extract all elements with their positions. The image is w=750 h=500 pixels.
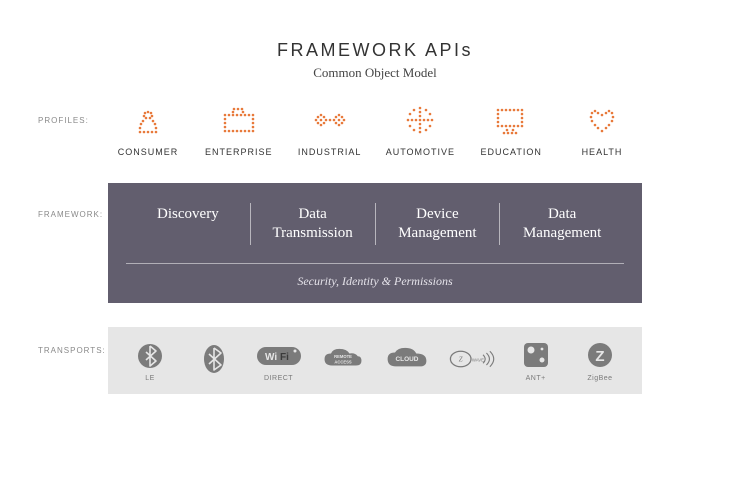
profile-label: INDUSTRIAL (298, 147, 362, 157)
framework-col-data-transmission: DataTransmission (250, 203, 375, 245)
svg-text:Z: Z (595, 348, 604, 365)
profile-label: CONSUMER (118, 147, 179, 157)
profile-consumer: CONSUMER (108, 103, 188, 157)
transport-label: ZigBee (587, 375, 612, 382)
remote-cloud-icon: REMOTEACCESS (319, 344, 367, 374)
framework-box: Discovery DataTransmission DeviceManagem… (108, 183, 642, 303)
framework-col-device-management: DeviceManagement (375, 203, 500, 245)
framework-col-data-management: DataManagement (499, 203, 624, 245)
svg-text:REMOTE: REMOTE (334, 354, 352, 359)
svg-text:Fi: Fi (280, 352, 289, 363)
header-block: FRAMEWORK APIs Common Object Model (38, 40, 712, 81)
transport-wifi-direct: WiFi DIRECT (249, 341, 309, 382)
bluetooth-le-icon (126, 341, 174, 371)
transport-bluetooth-le: LE (120, 341, 180, 382)
framework-col-discovery: Discovery (126, 203, 250, 245)
page-subtitle: Common Object Model (38, 65, 712, 81)
steering-icon (400, 103, 440, 137)
transport-label: ANT+ (526, 375, 546, 382)
monitor-icon (491, 103, 531, 137)
profile-label: HEALTH (582, 147, 623, 157)
fw-col-label: DeviceManagement (398, 206, 476, 241)
transport-antplus: ANT+ (506, 341, 566, 382)
profile-health: HEALTH (562, 103, 642, 157)
briefcase-icon (219, 103, 259, 137)
profile-industrial: INDUSTRIAL (290, 103, 370, 157)
svg-text:CLOUD: CLOUD (396, 356, 419, 363)
svg-text:Z: Z (459, 357, 463, 364)
wifi-direct-icon: WiFi (255, 341, 303, 371)
framework-columns: Discovery DataTransmission DeviceManagem… (126, 203, 624, 245)
person-icon (128, 103, 168, 137)
transport-remote-access: REMOTEACCESS (313, 344, 373, 378)
profile-automotive: AUTOMOTIVE (380, 103, 460, 157)
fw-col-label: Discovery (157, 206, 219, 222)
antplus-icon (512, 341, 560, 371)
zwave-icon: Z WAVE (447, 344, 495, 374)
svg-text:Wi: Wi (265, 352, 277, 363)
bluetooth-icon (190, 344, 238, 374)
transport-zigbee: Z ZigBee (570, 341, 630, 382)
fw-col-label: DataTransmission (272, 206, 352, 241)
profile-label: AUTOMOTIVE (386, 147, 455, 157)
profiles-row: CONSUMER ENTERPRISE INDUSTRIAL AUTOMOTIV… (108, 103, 642, 157)
section-label-framework: FRAMEWORK: (38, 210, 103, 219)
profile-label: ENTERPRISE (205, 147, 273, 157)
gears-icon (310, 103, 350, 137)
transport-label: DIRECT (264, 375, 293, 382)
fw-col-label: DataManagement (523, 206, 601, 241)
svg-text:WAVE: WAVE (472, 358, 484, 363)
heart-icon (582, 103, 622, 137)
transports-row: LE WiFi DIRECT REMOTEACCESS CLOUD (108, 327, 642, 394)
profile-label: EDUCATION (481, 147, 542, 157)
cloud-icon: CLOUD (383, 344, 431, 374)
transport-cloud: CLOUD (377, 344, 437, 378)
page-title: FRAMEWORK APIs (38, 40, 712, 61)
profile-enterprise: ENTERPRISE (199, 103, 279, 157)
svg-text:ACCESS: ACCESS (334, 360, 351, 365)
section-label-transports: TRANSPORTS: (38, 346, 106, 355)
framework-subtitle: Security, Identity & Permissions (126, 263, 624, 289)
transport-label: LE (145, 375, 155, 382)
transport-bluetooth (184, 344, 244, 378)
diagram-root: FRAMEWORK APIs Common Object Model PROFI… (0, 0, 750, 500)
section-label-profiles: PROFILES: (38, 116, 89, 125)
transport-zwave: Z WAVE (441, 344, 501, 378)
profile-education: EDUCATION (471, 103, 551, 157)
zigbee-icon: Z (576, 341, 624, 371)
